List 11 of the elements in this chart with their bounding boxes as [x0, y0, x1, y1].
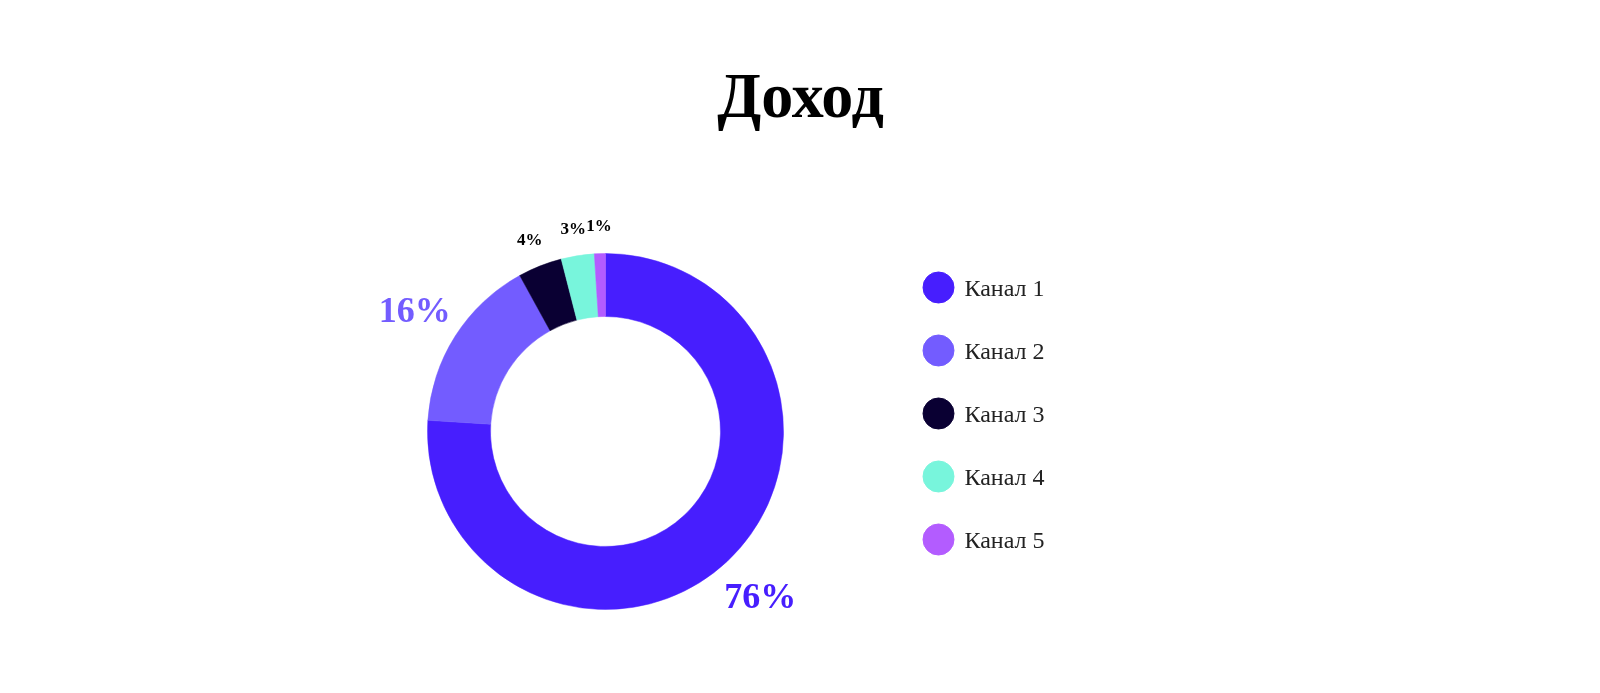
- data-label: 1%: [586, 216, 612, 236]
- data-label: 3%: [560, 218, 587, 238]
- chart-title: Доход: [717, 60, 884, 131]
- legend-label: Канал 1: [964, 274, 1045, 301]
- legend-label: Канал 2: [964, 337, 1045, 364]
- legend-label: Канал 3: [964, 400, 1045, 427]
- data-label: 4%: [516, 230, 543, 250]
- data-label: 76%: [724, 576, 797, 617]
- legend-label: Канал 4: [964, 463, 1045, 490]
- data-label: 16%: [378, 290, 451, 331]
- legend-label: Канал 5: [964, 526, 1045, 553]
